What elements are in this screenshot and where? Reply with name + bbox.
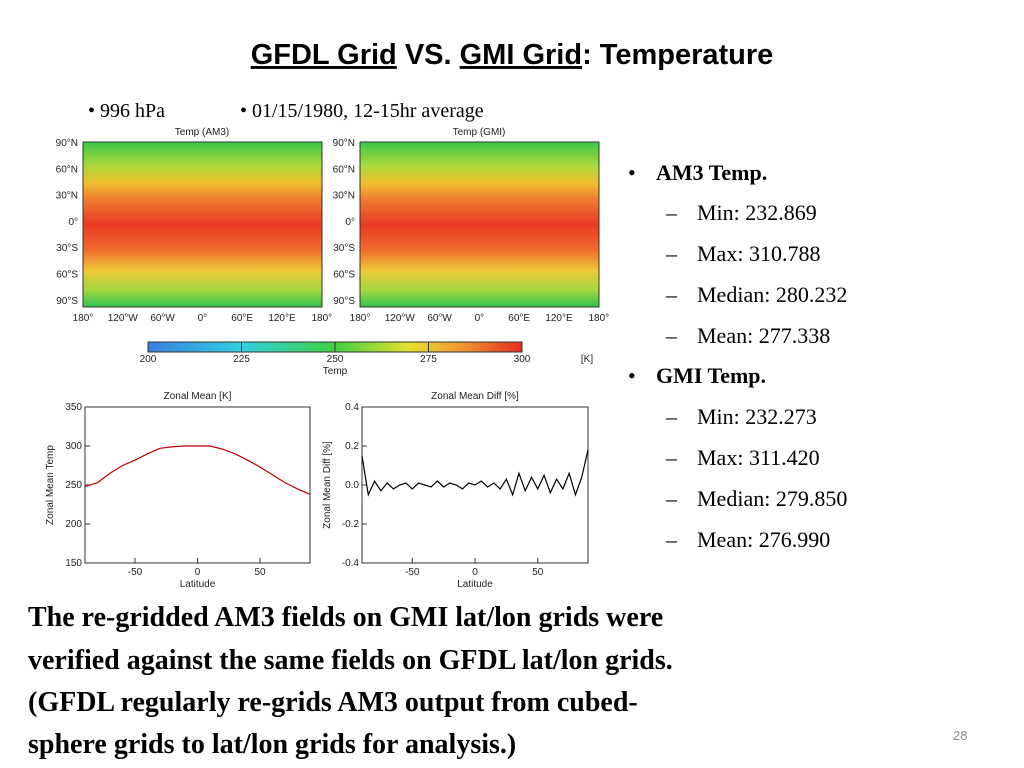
y-tick-label: 0.4 (345, 402, 359, 413)
dash: – (665, 323, 678, 348)
map-title: Temp (GMI) (453, 127, 506, 138)
map-y-label: 90°N (333, 138, 355, 149)
map-x-label: 120°W (385, 313, 416, 324)
dash: – (665, 282, 678, 307)
dash: – (665, 404, 678, 429)
map-x-label: 180° (311, 313, 332, 324)
y-tick-label: 0.2 (345, 441, 359, 452)
x-tick-label: 50 (254, 567, 266, 578)
x-axis-label: Latitude (457, 579, 493, 590)
x-tick-label: 0 (195, 567, 201, 578)
map-y-label: 0° (345, 217, 355, 228)
bullet-symbol: • (628, 363, 636, 388)
map-y-label: 60°S (56, 270, 78, 281)
dash: – (665, 486, 678, 511)
line (84, 445, 311, 495)
map (82, 141, 323, 308)
slide-title: GFDL Grid VS. GMI Grid: Temperature (251, 39, 774, 71)
bullet-item: Mean: 277.338 (697, 323, 830, 348)
colorbar-label: Temp (323, 366, 348, 377)
bullets: • AM3 Temp. • GMI Temp. (628, 160, 767, 388)
page-number: 28 (953, 728, 967, 743)
map-y-label: 90°S (333, 296, 355, 307)
chart-title: Zonal Mean [K] (164, 391, 232, 402)
colorbar-tick-label: 300 (514, 354, 531, 365)
bullet-item: Min: 232.869 (697, 200, 817, 225)
bullet-item: Max: 310.788 (697, 241, 820, 266)
colorbar-tick-label: 275 (420, 354, 437, 365)
title-part: GMI Grid (460, 39, 582, 71)
map-y-label: 60°N (333, 164, 355, 175)
x-tick-label: -50 (405, 567, 420, 578)
dash: – (665, 527, 678, 552)
bullet-item: Median: 279.850 (697, 486, 847, 511)
map-x-label: 180° (588, 313, 609, 324)
y-tick-label: 0.0 (345, 480, 359, 491)
chart-title: Zonal Mean Diff [%] (431, 391, 519, 402)
map-x-label: 0° (475, 313, 485, 324)
bullet-symbol: • (628, 160, 636, 185)
dash: – (665, 445, 678, 470)
bullet-item: Median: 280.232 (697, 282, 847, 307)
map-x-label: 120°E (545, 313, 573, 324)
map-y-label: 90°N (56, 138, 78, 149)
y-tick-label: 250 (65, 480, 82, 491)
map-y-label: 30°S (56, 243, 78, 254)
map-x-label: 60°E (508, 313, 530, 324)
body-line: (GFDL regularly re-grids AM3 output from… (28, 687, 638, 718)
body-line: verified against the same fields on GFDL… (28, 645, 673, 676)
note: • 01/15/1980, 12-15hr average (240, 100, 484, 122)
dash: – (665, 200, 678, 225)
y-tick-label: 300 (65, 441, 82, 452)
plot-frame (84, 406, 311, 564)
dash: – (665, 241, 678, 266)
map-x-label: 120°E (268, 313, 296, 324)
map-x-label: 60°E (231, 313, 253, 324)
map-y-label: 0° (68, 217, 78, 228)
body-line: The re-gridded AM3 fields on GMI lat/lon… (28, 602, 663, 633)
title-part: : Temperature (582, 39, 773, 71)
bullet-item: Min: 232.273 (697, 404, 817, 429)
map-x-label: 120°W (108, 313, 139, 324)
colorbar-tick-label: 225 (233, 354, 250, 365)
map-y-label: 30°S (333, 243, 355, 254)
x-axis-label: Latitude (180, 579, 216, 590)
map-y-label: 30°N (56, 191, 78, 202)
title-part: GFDL Grid (251, 39, 397, 71)
y-axis-label: Zonal Mean Diff [%] (322, 441, 333, 529)
y-tick-label: 350 (65, 402, 82, 413)
y-tick-label: -0.4 (342, 558, 360, 569)
y-tick-label: -0.2 (342, 519, 360, 530)
y-tick-label: 150 (65, 558, 82, 569)
map (359, 141, 600, 308)
colorbar-tick-label: 200 (140, 354, 157, 365)
map-x-label: 180° (350, 313, 371, 324)
map-x-label: 180° (73, 313, 94, 324)
y-tick-label: 200 (65, 519, 82, 530)
map-x-label: 0° (198, 313, 208, 324)
map-y-label: 30°N (333, 191, 355, 202)
colorbar-tick-label: 250 (327, 354, 344, 365)
body: The re-gridded AM3 fields on GMI lat/lon… (28, 602, 673, 760)
colorbar-unit: [K] (581, 354, 593, 365)
map-y-label: 60°S (333, 270, 355, 281)
x-tick-label: 50 (532, 567, 544, 578)
note: • 996 hPa (88, 100, 165, 122)
x-tick-label: 0 (472, 567, 478, 578)
map-x-label: 60°W (150, 313, 175, 324)
x-tick-label: -50 (128, 567, 143, 578)
map-y-label: 90°S (56, 296, 78, 307)
bullet-item: Max: 311.420 (697, 445, 820, 470)
bullet-item: Mean: 276.990 (697, 527, 830, 552)
bullet-head: GMI Temp. (656, 363, 766, 388)
title-part: VS. (397, 39, 460, 71)
map-title: Temp (AM3) (175, 127, 229, 138)
body-line: sphere grids to lat/lon grids for analys… (28, 729, 516, 760)
map-x-label: 60°W (427, 313, 452, 324)
line (361, 449, 589, 497)
y-axis-label: Zonal Mean Temp (45, 445, 56, 525)
map-y-label: 60°N (56, 164, 78, 175)
bullet-head: AM3 Temp. (656, 160, 767, 185)
